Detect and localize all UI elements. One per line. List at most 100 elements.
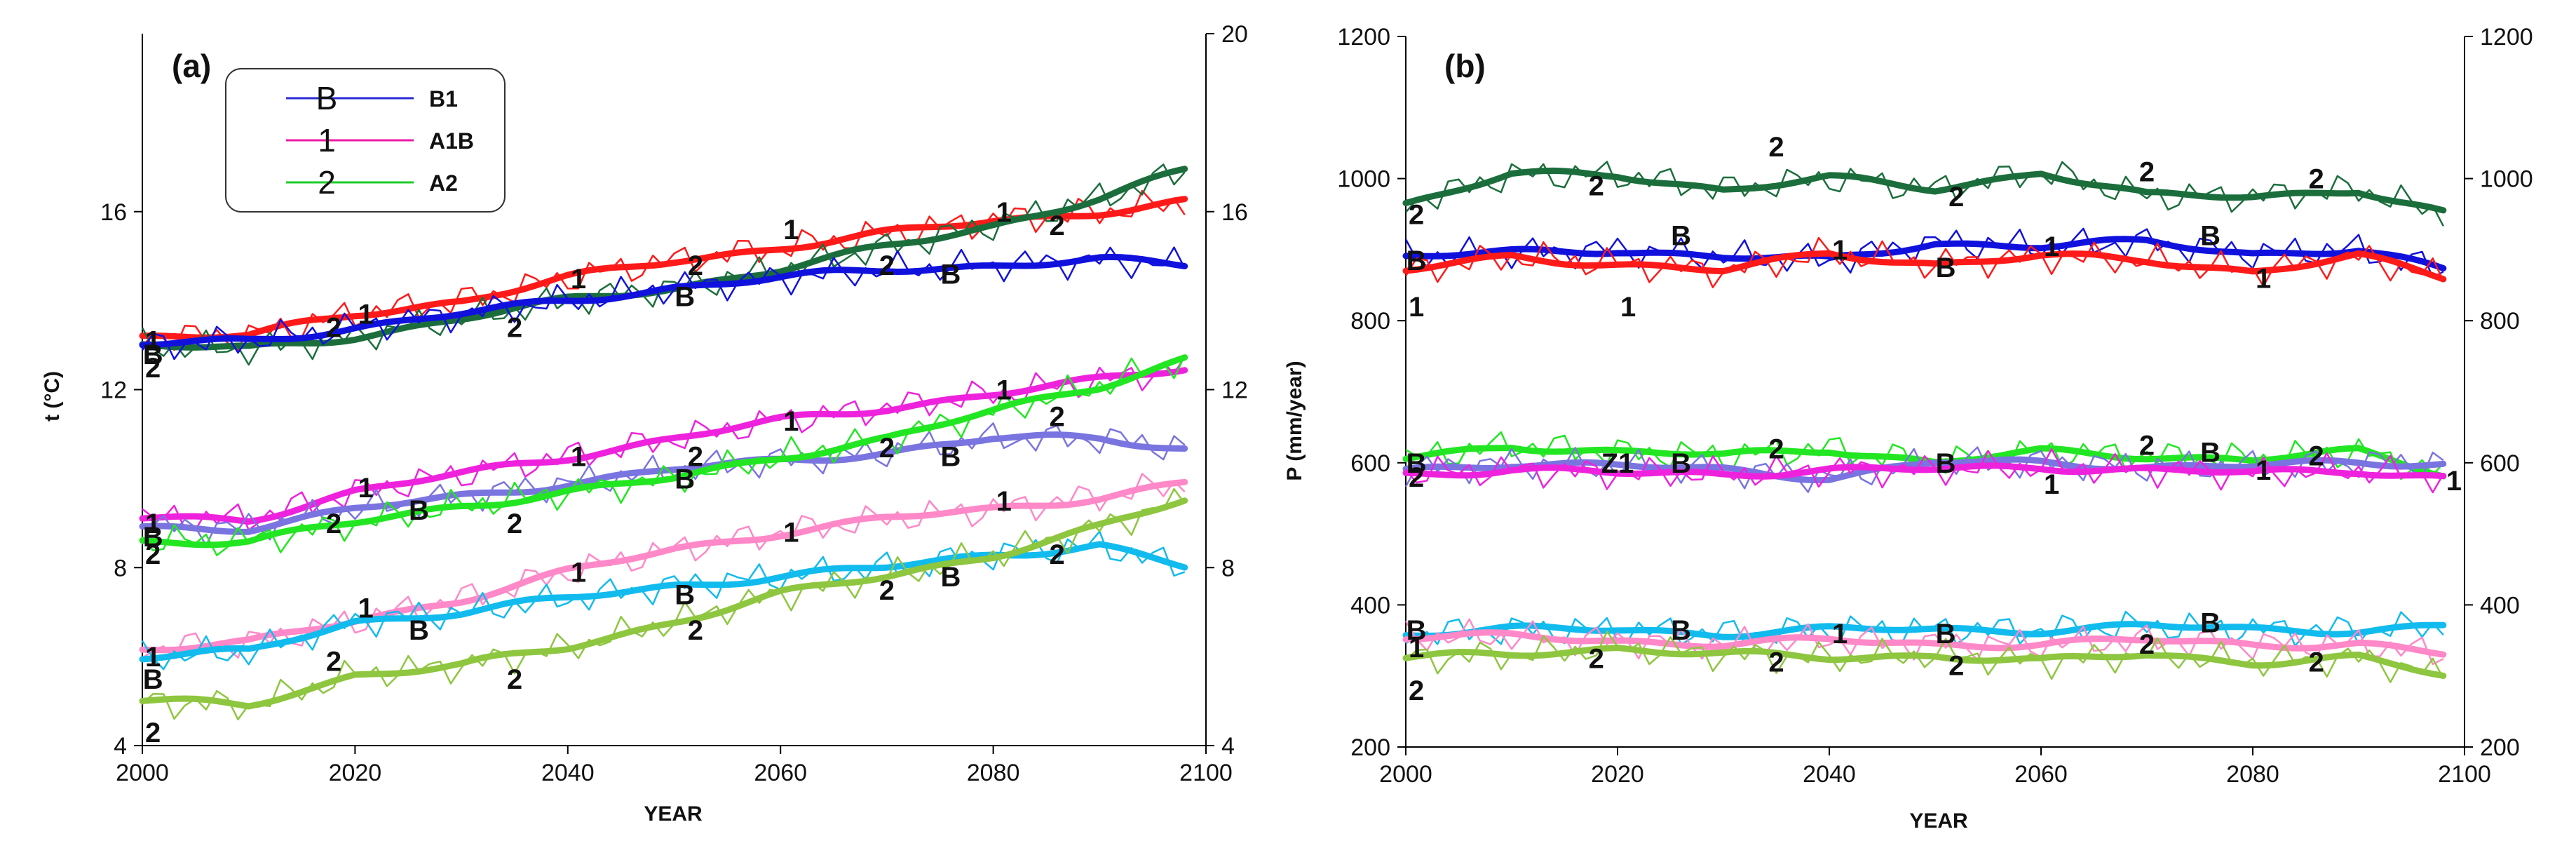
series-marker: B xyxy=(1406,448,1427,479)
series-marker: 2 xyxy=(1768,647,1784,678)
series-marker: B xyxy=(2200,608,2221,639)
series-marker: 2 xyxy=(1409,462,1424,493)
series-marker: 1 xyxy=(571,442,586,473)
panel-b-xlabel: YEAR xyxy=(1909,809,1968,833)
legend-symbol-a1b: 1 xyxy=(318,122,336,159)
series-marker: 1 xyxy=(571,264,586,295)
series-marker: 1 xyxy=(358,300,373,330)
series-line-mid-B1 xyxy=(139,431,1188,535)
series-line-mid-A2 xyxy=(139,354,1188,548)
series-marker: 2 xyxy=(326,646,341,677)
series-marker: B xyxy=(1936,619,1956,650)
series-marker: B xyxy=(143,664,163,695)
series-line-top-A1B xyxy=(1402,250,2447,283)
series-marker: 1 xyxy=(571,558,586,588)
y-tick-label-left: 1200 xyxy=(1337,24,1390,51)
series-marker: 2 xyxy=(688,442,703,473)
series-marker: B xyxy=(940,562,961,593)
x-tick-label: 2100 xyxy=(1179,760,1233,786)
series-marker: 1 xyxy=(1620,292,1636,323)
series-marker: 1 xyxy=(145,509,161,539)
panel-a-ylabel: t (°C) xyxy=(41,371,64,422)
series-marker: 2 xyxy=(2308,164,2324,195)
series-marker: 1 xyxy=(996,197,1012,228)
series-marker: 2 xyxy=(879,250,895,281)
series-line-mid-A1B xyxy=(1402,462,2447,480)
series-marker: B xyxy=(1671,221,1691,252)
panel-b-ylabel: P (mm/year) xyxy=(1283,361,1306,480)
x-tick-label: 2020 xyxy=(1591,761,1644,788)
series-marker: 2 xyxy=(1049,210,1064,241)
legend-label-a2: A2 xyxy=(429,170,458,196)
series-line-low-B1 xyxy=(139,541,1188,663)
x-tick-label: 2100 xyxy=(2438,761,2491,788)
panel-a-series xyxy=(139,163,1188,721)
series-marker: B xyxy=(1936,448,1956,479)
series-marker: B xyxy=(2200,438,2221,469)
series-marker: B xyxy=(1936,253,1956,283)
series-line-raw-low-A2 xyxy=(142,487,1186,721)
panel-b-label: (b) xyxy=(1444,48,1486,84)
x-tick-label: 2060 xyxy=(2014,761,2068,788)
series-marker: 2 xyxy=(1049,402,1064,433)
series-marker: B xyxy=(143,522,163,553)
y-tick-label-right: 8 xyxy=(1221,555,1235,581)
series-marker: 1 xyxy=(783,406,799,437)
series-marker: 2 xyxy=(879,575,895,606)
x-tick-label: 2040 xyxy=(1803,761,1856,788)
series-marker: 1 xyxy=(145,642,161,673)
series-marker: 2 xyxy=(1768,132,1784,163)
series-marker: 2 xyxy=(879,433,895,464)
series-marker: Z1 xyxy=(1601,448,1634,479)
series-marker: B xyxy=(674,579,695,610)
series-marker: 1 xyxy=(783,518,799,548)
series-marker: 2 xyxy=(1589,643,1604,674)
series-marker: 1 xyxy=(1409,633,1424,664)
x-tick-label: 2080 xyxy=(2226,761,2279,788)
y-tick-label-left: 12 xyxy=(100,377,127,404)
series-marker: 2 xyxy=(507,664,522,695)
legend-symbol-b1: B xyxy=(316,80,338,116)
series-marker: 2 xyxy=(2139,156,2155,187)
series-line-low-A1B xyxy=(139,478,1188,654)
series-marker: B xyxy=(1406,615,1427,646)
series-line-low-A2 xyxy=(139,497,1188,710)
series-marker: 2 xyxy=(688,615,703,646)
series-line-low-A1B xyxy=(1402,629,2447,658)
series-marker: 1 xyxy=(358,593,373,624)
series-line-raw-low-B1 xyxy=(141,530,1186,671)
series-marker: 2 xyxy=(507,313,522,344)
series-line-top-B1 xyxy=(139,253,1188,349)
series-marker: B xyxy=(1671,615,1691,646)
series-marker: B xyxy=(1671,448,1691,479)
series-line-raw-top-A1B xyxy=(1404,236,2444,288)
y-tick-label-right: 400 xyxy=(2480,592,2520,619)
series-marker: 1 xyxy=(2256,455,2271,486)
y-tick-label-right: 12 xyxy=(1221,377,1248,404)
series-marker: 1 xyxy=(2256,263,2271,294)
series-line-raw-mid-A2 xyxy=(142,355,1186,556)
series-marker: 1 xyxy=(996,375,1012,406)
series-marker: 1 xyxy=(2446,466,2462,497)
series-marker: B xyxy=(940,442,961,473)
series-marker: 2 xyxy=(2308,441,2324,472)
series-marker: 1 xyxy=(1832,235,1848,266)
series-marker: 2 xyxy=(2139,629,2155,660)
y-tick-label-right: 1200 xyxy=(2480,24,2533,51)
series-marker: 2 xyxy=(2139,430,2155,461)
panel-a-xlabel: YEAR xyxy=(644,802,703,826)
x-tick-label: 2060 xyxy=(754,760,807,786)
series-line-raw-top-B1 xyxy=(141,246,1186,361)
panel-b-ticks: 2000 2020 2040 2060 2080 21002004006008001000… xyxy=(1337,24,2533,788)
series-marker: B xyxy=(143,339,163,370)
series-marker: 1 xyxy=(2044,469,2059,500)
series-marker: 2 xyxy=(326,509,341,539)
x-tick-label: 2020 xyxy=(329,760,382,786)
panel-b-series xyxy=(1402,161,2447,683)
panel-a-temperature: (a) YEAR t (°C) 2000 2020 2040 2060 2080 2100… xyxy=(41,21,1248,826)
y-tick-label-right: 20 xyxy=(1221,21,1248,48)
panel-a-label: (a) xyxy=(172,48,211,84)
